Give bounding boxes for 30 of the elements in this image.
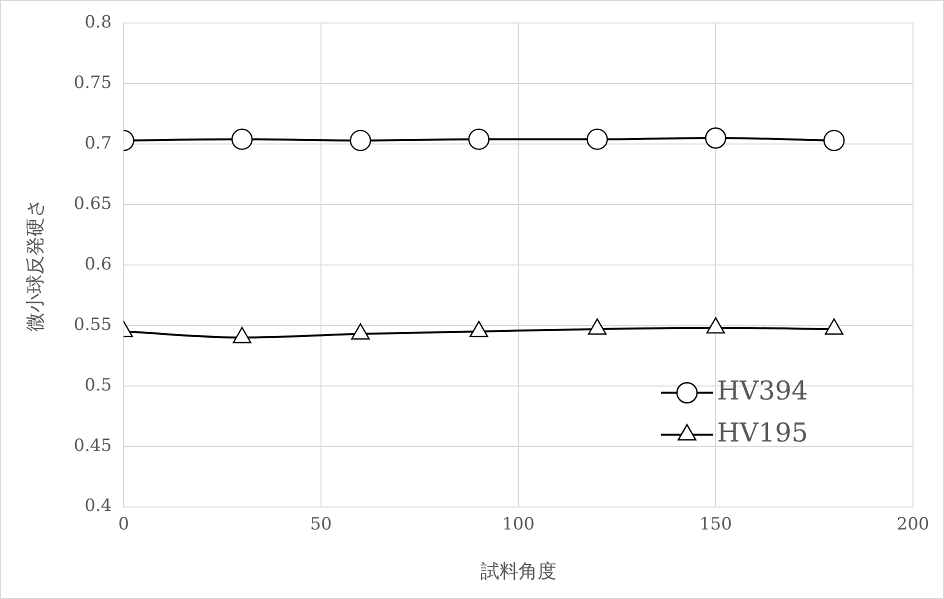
x-tick-label: 200 bbox=[896, 514, 930, 534]
point bbox=[351, 323, 370, 340]
point bbox=[823, 130, 845, 152]
x-tick-label: 150 bbox=[699, 514, 732, 534]
y-tick-label: 0.45 bbox=[74, 436, 112, 456]
point bbox=[350, 130, 372, 152]
x-axis-title: 試料角度 bbox=[480, 560, 556, 583]
y-tick-label: 0.4 bbox=[84, 496, 112, 516]
point bbox=[468, 128, 490, 150]
point bbox=[705, 127, 726, 149]
point bbox=[588, 318, 607, 335]
y-tick-label: 0.7 bbox=[84, 134, 112, 154]
y-tick-label: 0.5 bbox=[84, 375, 112, 396]
point bbox=[824, 318, 844, 335]
y-tick-label: 0.65 bbox=[74, 194, 112, 214]
point bbox=[586, 128, 608, 150]
legend-label: HV394 bbox=[717, 376, 808, 407]
x-tick-label: 50 bbox=[310, 514, 332, 534]
x-tick-label: 100 bbox=[502, 514, 535, 534]
y-axis-title: 微小球反発硬さ bbox=[24, 198, 46, 332]
y-tick-label: 0.8 bbox=[84, 12, 112, 33]
x-tick-label: 0 bbox=[118, 514, 130, 534]
y-tick-label: 0.55 bbox=[74, 314, 112, 335]
y-tick-label: 0.6 bbox=[84, 254, 112, 274]
point bbox=[231, 128, 253, 150]
legend-label: HV195 bbox=[717, 418, 808, 449]
y-tick-label: 0.75 bbox=[74, 73, 112, 94]
point bbox=[706, 317, 725, 334]
point bbox=[232, 326, 252, 344]
point bbox=[470, 320, 488, 338]
